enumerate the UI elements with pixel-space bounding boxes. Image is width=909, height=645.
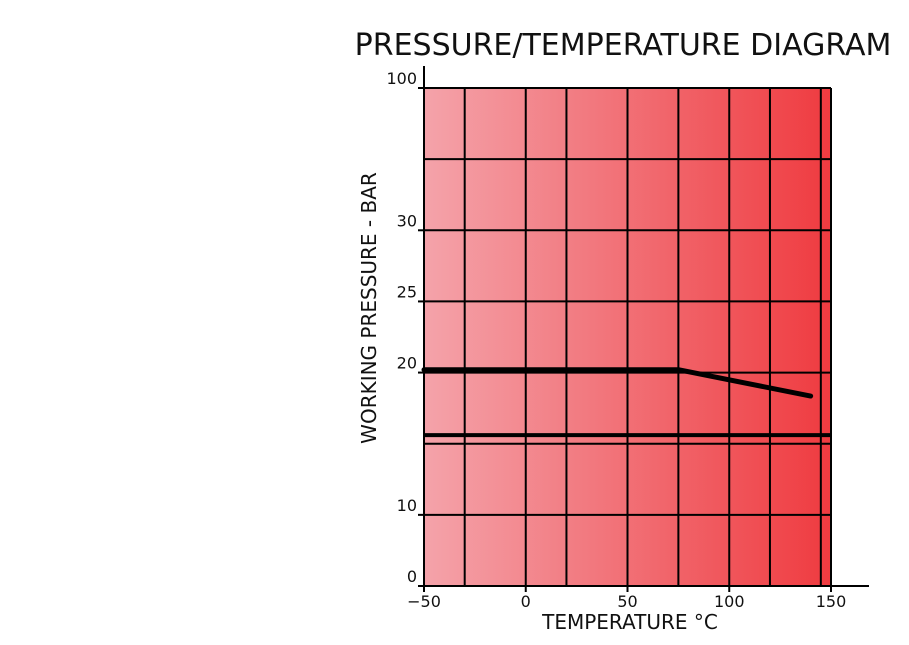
pressure-series-line (421, 367, 814, 399)
x-tick-label: 150 (816, 592, 847, 611)
y-tick-label: 0 (407, 567, 417, 586)
x-tick-label: −50 (407, 592, 441, 611)
y-tick-label: 30 (397, 211, 417, 230)
y-axis-label: WORKING PRESSURE - BAR (357, 172, 381, 444)
y-tick-label: 25 (397, 282, 417, 301)
series-lines (421, 367, 814, 399)
vertical-gridlines (423, 88, 832, 586)
y-tick-labels: 0 10 20 25 30 100 (386, 69, 424, 587)
y-tick-label: 20 (397, 354, 417, 373)
y-tick-label: 100 (386, 69, 417, 88)
x-tick-label: 100 (714, 592, 745, 611)
chart-title: PRESSURE/TEMPERATURE DIAGRAM (355, 28, 892, 63)
x-tick-label: 0 (521, 592, 531, 611)
y-tick-label: 10 (397, 496, 417, 515)
x-tick-labels: −50 0 50 100 150 (407, 586, 846, 611)
x-axis-label: TEMPERATURE °C (541, 610, 718, 634)
x-tick-label: 50 (617, 592, 637, 611)
